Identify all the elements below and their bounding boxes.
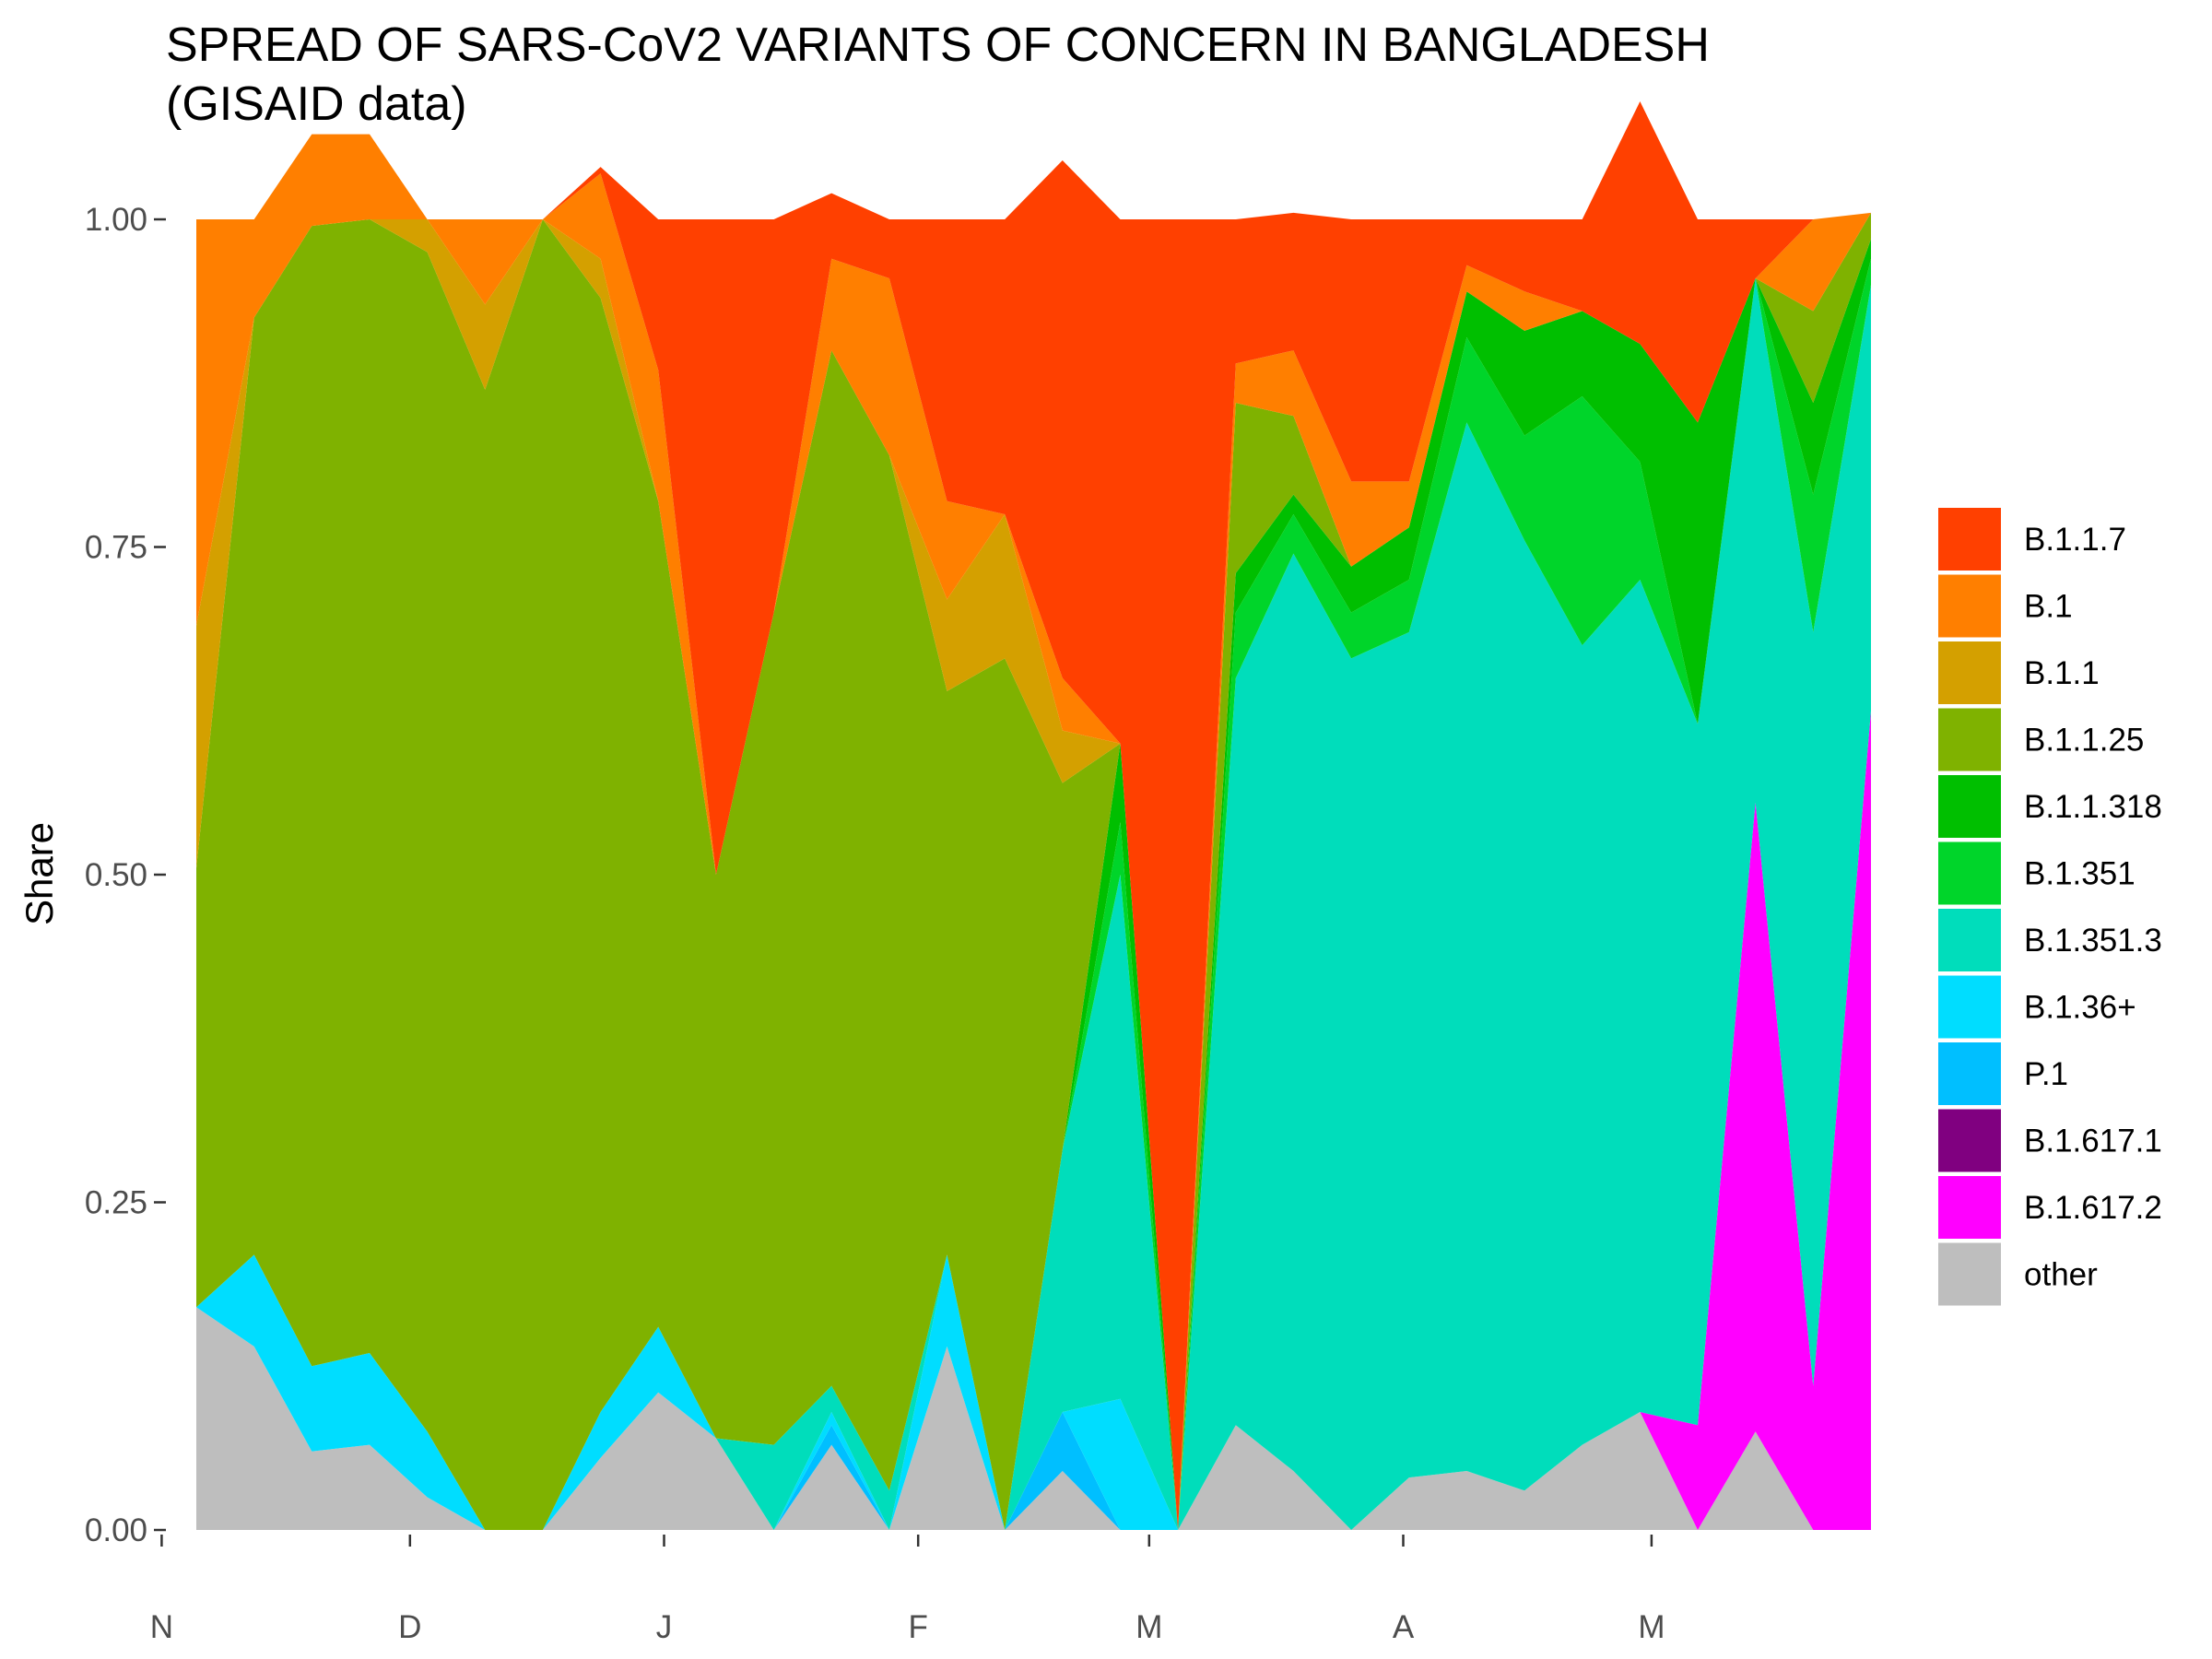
area-b-1-1-25 [196, 212, 1871, 1530]
legend-key [1938, 641, 2001, 704]
y-axis: 0.00 0.25 0.50 0.75 1.00 [85, 202, 166, 1548]
legend-label: B.1 [2024, 589, 2073, 625]
legend-key [1938, 1109, 2001, 1172]
y-tick-label: 1.00 [85, 202, 147, 238]
x-tick-label: J [656, 1609, 673, 1645]
area-layers [196, 101, 1871, 1531]
legend-label: B.1.351.3 [2024, 923, 2162, 959]
legend-key [1938, 574, 2001, 638]
chart-subtitle: (GISAID data) [166, 77, 467, 131]
chart-title: SPREAD OF SARS-CoV2 VARIANTS OF CONCERN … [166, 18, 1710, 72]
x-tick-label: M [1135, 1609, 1162, 1645]
legend-label: B.1.36+ [2024, 990, 2136, 1026]
legend-label: other [2024, 1257, 2098, 1293]
y-tick-label: 0.00 [85, 1512, 147, 1548]
legend-label: B.1.1.25 [2024, 723, 2144, 759]
x-tick-label: A [1393, 1609, 1415, 1645]
legend-key [1938, 508, 2001, 571]
y-tick-label: 0.25 [85, 1185, 147, 1221]
x-tick-label: N [150, 1609, 173, 1645]
y-tick-label: 0.50 [85, 857, 147, 893]
x-tick-label: M [1638, 1609, 1665, 1645]
legend-key [1938, 775, 2001, 838]
area-b-1-617-2 [196, 711, 1871, 1530]
legend-label: B.1.617.2 [2024, 1190, 2162, 1226]
legend-label: B.1.351 [2024, 856, 2136, 892]
area-b-1-1-7 [196, 101, 1871, 1530]
legend-label: B.1.617.1 [2024, 1124, 2162, 1159]
legend-key [1938, 1176, 2001, 1239]
legend-label: B.1.1.318 [2024, 789, 2162, 825]
legend-label: B.1.1.7 [2024, 522, 2126, 558]
area-b-1-351-3 [196, 278, 1871, 1530]
legend-key [1938, 841, 2001, 905]
x-tick-label: F [908, 1609, 927, 1645]
legend-key [1938, 975, 2001, 1039]
y-tick-label: 0.75 [85, 530, 147, 566]
area-other [196, 1307, 1871, 1530]
legend: B.1.1.7 B.1 B.1.1 B.1.1.25 B.1.1.318 B.1.351 B… [1938, 508, 2162, 1306]
legend-key [1938, 1242, 2001, 1306]
legend-key [1938, 1042, 2001, 1105]
legend-label: P.1 [2024, 1056, 2068, 1092]
x-tick-label: D [398, 1609, 421, 1645]
legend-key [1938, 909, 2001, 971]
y-axis-title: Share [18, 822, 61, 925]
legend-key [1938, 708, 2001, 771]
legend-label: B.1.1 [2024, 655, 2100, 691]
